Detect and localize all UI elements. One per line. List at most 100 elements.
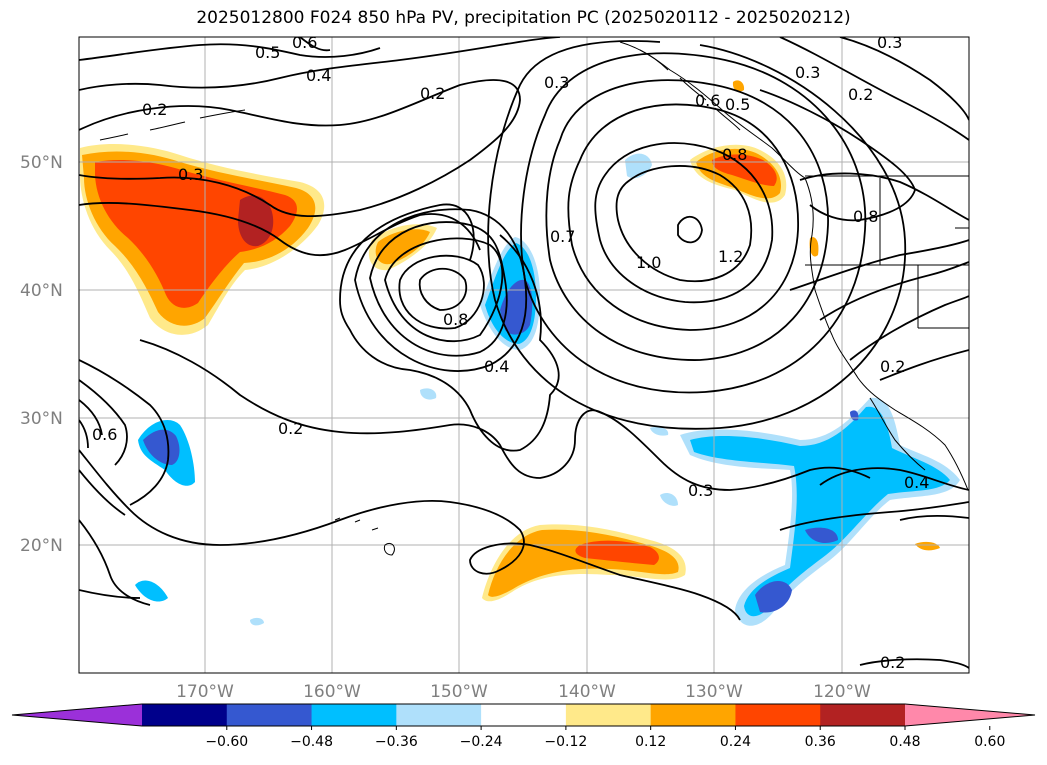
pv-contour: [79, 202, 481, 257]
colorbar-extend-max: [905, 704, 1035, 726]
pv-contour: [79, 37, 561, 91]
pv-contour: [567, 103, 799, 331]
contour-label: 0.5: [725, 95, 750, 114]
contour-label: 0.2: [880, 653, 905, 672]
colorbar-tick-label: −0.48: [290, 734, 333, 750]
contour-label: 0.5: [255, 43, 280, 62]
contour-label: 0.3: [178, 165, 203, 184]
contour-label: 1.2: [718, 247, 743, 266]
colorbar-tick-label: −0.12: [544, 734, 587, 750]
colorbar-segment: [820, 704, 906, 726]
colorbar-segment: [226, 704, 313, 726]
contour-label: 0.8: [443, 310, 468, 329]
contour-label: 0.6: [695, 91, 720, 110]
precip-negative-region: [690, 406, 950, 617]
colorbar-tick-label: −0.36: [375, 734, 418, 750]
colorbar-tick-label: 0.12: [635, 734, 666, 750]
pv-contour: [759, 89, 916, 222]
lat-tick-label: 30°N: [20, 409, 63, 429]
border: [805, 178, 969, 329]
coastline: [99, 109, 246, 141]
pv-contour: [79, 379, 128, 466]
pv-contour: [487, 40, 906, 430]
pv-contour: [384, 237, 504, 342]
pv-contour: [418, 267, 468, 311]
lon-tick-label: 140°W: [558, 682, 616, 702]
precip-negative-region: [660, 493, 678, 506]
colorbar-outline: [11, 703, 1036, 727]
colorbar-segment: [481, 704, 567, 726]
precip-fill-layer: [80, 80, 960, 626]
lat-tick-label: 20°N: [20, 536, 63, 556]
precip-positive-region: [238, 195, 274, 247]
colorbar-segment: [650, 704, 736, 726]
lat-tick-label: 40°N: [20, 281, 63, 301]
pv-contour: [839, 37, 969, 121]
contour-label: 0.3: [795, 63, 820, 82]
precip-negative-region: [650, 426, 669, 436]
coastline: [869, 397, 926, 471]
contour-labels: 0.5 0.6 0.4 0.2 0.3 0.3 0.2 0.5 0.3 0.2 …: [92, 33, 929, 672]
pv-contour: [779, 501, 969, 531]
precip-negative-region: [420, 388, 437, 400]
pv-contour: [819, 467, 969, 491]
pv-contour: [299, 37, 331, 52]
colorbar-tick-label: 0.60: [974, 734, 1005, 750]
pv-contour: [79, 399, 103, 436]
contour-label: 0.8: [722, 145, 747, 164]
colorbar-tick-label: −0.24: [460, 734, 503, 750]
colorbar-segment: [311, 704, 397, 726]
pv-contour: [79, 469, 126, 516]
contour-label: 0.4: [904, 473, 929, 492]
pv-contour: [615, 165, 753, 283]
pv-contour: [899, 515, 969, 521]
contour-label: 0.3: [877, 33, 902, 52]
pv-contour: [677, 216, 703, 244]
map-title: 2025012800 F024 850 hPa PV, precipitatio…: [196, 8, 851, 28]
lon-tick-label: 130°W: [685, 682, 743, 702]
colorbar-tick-label: 0.24: [720, 734, 751, 750]
coastline: [334, 517, 395, 556]
pv-contour: [859, 658, 969, 669]
contour-label: 0.2: [420, 84, 445, 103]
graticule: [79, 37, 969, 673]
pv-contour: [79, 519, 151, 606]
lon-tick-label: 120°W: [813, 682, 871, 702]
colorbar-extend-min: [12, 704, 142, 726]
pv-contour: [594, 142, 774, 304]
pv-contour: [819, 261, 969, 321]
contour-label: 0.2: [278, 419, 303, 438]
contour-label: 0.3: [544, 73, 569, 92]
pv-contour: [369, 221, 508, 357]
lat-tick-label: 50°N: [20, 153, 63, 173]
colorbar-tick-label: −0.60: [205, 734, 248, 750]
precip-negative-region: [250, 617, 264, 626]
precip-positive-region: [809, 237, 819, 257]
contour-label: 0.6: [92, 425, 117, 444]
pv-contour: [398, 254, 485, 330]
precip-negative-region: [135, 580, 168, 602]
colorbar-segment: [142, 704, 228, 726]
contour-label: 0.7: [550, 227, 575, 246]
pv-contour: [799, 172, 969, 221]
pv-contours: [79, 37, 969, 669]
colorbar-segment: [735, 704, 821, 726]
precip-positive-region: [732, 80, 745, 92]
precip-negative-region: [805, 527, 838, 543]
pv-contour: [79, 419, 89, 449]
precip-positive-region: [575, 540, 659, 565]
colorbar-segment: [565, 704, 652, 726]
contour-label: 0.6: [292, 33, 317, 52]
pv-contour: [545, 79, 829, 361]
precip-positive-region: [915, 541, 940, 551]
colorbar-tick-label: 0.48: [889, 734, 920, 750]
longitude-axis: 170°W 160°W 150°W 140°W 130°W 120°W: [176, 682, 871, 702]
pv-contour: [139, 339, 871, 491]
contour-label: 0.2: [142, 100, 167, 119]
contour-label: 0.2: [880, 357, 905, 376]
map-frame: [78, 36, 970, 674]
pv-contour: [79, 43, 381, 61]
pv-contour: [789, 239, 969, 291]
pv-contour: [879, 349, 969, 381]
